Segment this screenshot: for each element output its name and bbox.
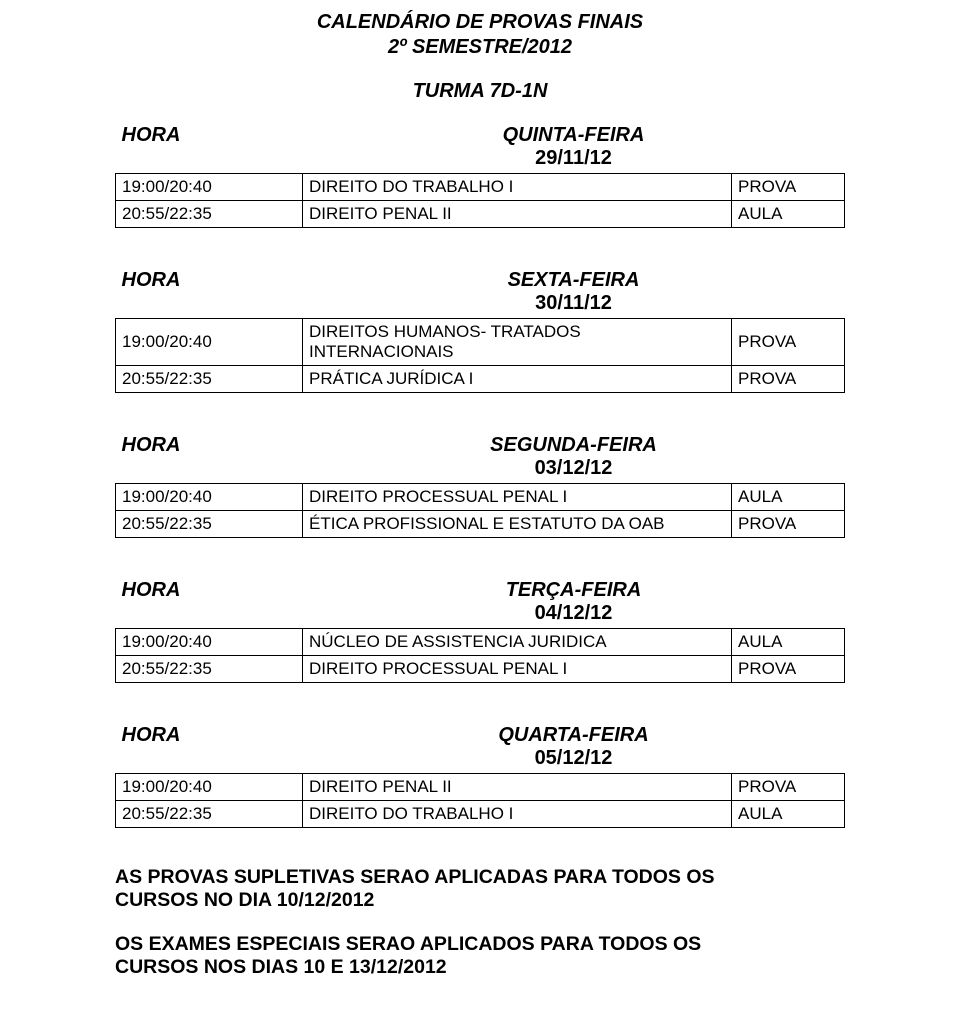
table-row: 19:00/20:40DIREITO PENAL IIPROVA [116,774,845,801]
cell-status: AULA [732,629,845,656]
schedule-table: HORAQUINTA-FEIRA29/11/1219:00/20:40DIREI… [115,121,845,228]
schedule-date: 30/11/12 [303,292,845,319]
schedule-date: 29/11/12 [303,147,845,174]
cell-status: PROVA [732,774,845,801]
schedule-date: 04/12/12 [303,602,845,629]
cell-status: PROVA [732,174,845,201]
date-row-spacer [116,147,303,174]
cell-time: 20:55/22:35 [116,801,303,828]
cell-subject: NÚCLEO DE ASSISTENCIA JURIDICA [303,629,732,656]
cell-status: AULA [732,801,845,828]
column-header-day: SEGUNDA-FEIRA [303,431,845,457]
cell-time: 19:00/20:40 [116,629,303,656]
cell-subject: DIREITO PROCESSUAL PENAL I [303,656,732,683]
cell-status: AULA [732,484,845,511]
cell-subject: DIREITO DO TRABALHO I [303,174,732,201]
cell-time: 20:55/22:35 [116,511,303,538]
cell-subject: DIREITO PROCESSUAL PENAL I [303,484,732,511]
cell-status: PROVA [732,319,845,366]
document-title: CALENDÁRIO DE PROVAS FINAIS 2º SEMESTRE/… [115,10,845,60]
footer-p1-line1: AS PROVAS SUPLETIVAS SERAO APLICADAS PAR… [115,866,715,888]
table-row: 19:00/20:40DIREITOS HUMANOS- TRATADOS IN… [116,319,845,366]
column-header-day: SEXTA-FEIRA [303,266,845,292]
column-header-day: TERÇA-FEIRA [303,576,845,602]
cell-subject: DIREITO DO TRABALHO I [303,801,732,828]
cell-time: 20:55/22:35 [116,656,303,683]
table-row: 19:00/20:40DIREITO DO TRABALHO IPROVA [116,174,845,201]
date-row-spacer [116,457,303,484]
cell-subject: DIREITO PENAL II [303,201,732,228]
cell-time: 19:00/20:40 [116,774,303,801]
cell-subject: DIREITOS HUMANOS- TRATADOS INTERNACIONAI… [303,319,732,366]
page: CALENDÁRIO DE PROVAS FINAIS 2º SEMESTRE/… [0,0,960,1010]
title-line-1: CALENDÁRIO DE PROVAS FINAIS [115,10,845,35]
column-header-hora: HORA [116,266,303,292]
footer-p2-line2: CURSOS NOS DIAS 10 E 13/12/2012 [115,956,447,978]
date-row-spacer [116,292,303,319]
schedule-date: 03/12/12 [303,457,845,484]
schedule-table: HORAQUARTA-FEIRA05/12/1219:00/20:40DIREI… [115,721,845,828]
cell-status: PROVA [732,366,845,393]
schedule-date: 05/12/12 [303,747,845,774]
table-row: 19:00/20:40DIREITO PROCESSUAL PENAL IAUL… [116,484,845,511]
column-header-day: QUINTA-FEIRA [303,121,845,147]
date-row-spacer [116,602,303,629]
table-row: 20:55/22:35PRÁTICA JURÍDICA IPROVA [116,366,845,393]
cell-status: PROVA [732,656,845,683]
cell-time: 19:00/20:40 [116,484,303,511]
class-name: TURMA 7D-1N [115,80,845,103]
cell-time: 19:00/20:40 [116,174,303,201]
schedule-table: HORASEXTA-FEIRA30/11/1219:00/20:40DIREIT… [115,266,845,393]
cell-time: 20:55/22:35 [116,366,303,393]
table-row: 20:55/22:35DIREITO DO TRABALHO IAULA [116,801,845,828]
table-row: 20:55/22:35ÉTICA PROFISSIONAL E ESTATUTO… [116,511,845,538]
title-line-2: 2º SEMESTRE/2012 [115,35,845,60]
cell-subject: ÉTICA PROFISSIONAL E ESTATUTO DA OAB [303,511,732,538]
footer-supletivas: AS PROVAS SUPLETIVAS SERAO APLICADAS PAR… [115,866,845,913]
footer-exames: OS EXAMES ESPECIAIS SERAO APLICADOS PARA… [115,933,845,980]
column-header-hora: HORA [116,576,303,602]
schedule-tables: HORAQUINTA-FEIRA29/11/1219:00/20:40DIREI… [115,121,845,828]
cell-subject: DIREITO PENAL II [303,774,732,801]
column-header-hora: HORA [116,121,303,147]
column-header-hora: HORA [116,721,303,747]
cell-time: 19:00/20:40 [116,319,303,366]
table-row: 20:55/22:35DIREITO PROCESSUAL PENAL IPRO… [116,656,845,683]
cell-status: PROVA [732,511,845,538]
schedule-table: HORASEGUNDA-FEIRA03/12/1219:00/20:40DIRE… [115,431,845,538]
column-header-hora: HORA [116,431,303,457]
column-header-day: QUARTA-FEIRA [303,721,845,747]
cell-status: AULA [732,201,845,228]
date-row-spacer [116,747,303,774]
cell-time: 20:55/22:35 [116,201,303,228]
footer-p2-line1: OS EXAMES ESPECIAIS SERAO APLICADOS PARA… [115,933,701,955]
table-row: 19:00/20:40NÚCLEO DE ASSISTENCIA JURIDIC… [116,629,845,656]
schedule-table: HORATERÇA-FEIRA04/12/1219:00/20:40NÚCLEO… [115,576,845,683]
table-row: 20:55/22:35DIREITO PENAL IIAULA [116,201,845,228]
cell-subject: PRÁTICA JURÍDICA I [303,366,732,393]
footer-p1-line2: CURSOS NO DIA 10/12/2012 [115,889,374,911]
